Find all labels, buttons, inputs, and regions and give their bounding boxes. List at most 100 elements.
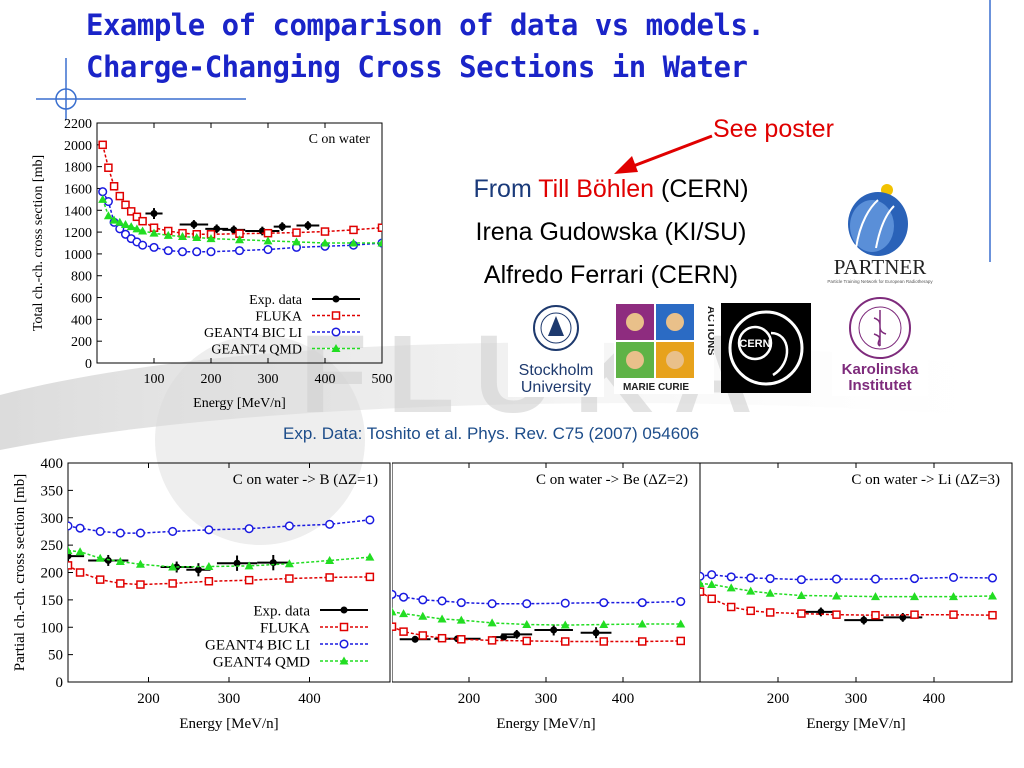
- series-exp: [145, 208, 320, 236]
- legend-swatch-marker: [332, 295, 340, 303]
- exp-data-point: [513, 630, 521, 638]
- model-point: [320, 227, 330, 236]
- model-point: [599, 620, 609, 629]
- see-poster-label: See poster: [713, 115, 834, 143]
- model-point: [138, 240, 148, 250]
- exp-data-point: [68, 552, 72, 560]
- model-point: [98, 140, 107, 150]
- model-point: [263, 228, 273, 238]
- plot-frame: [392, 462, 701, 683]
- legend-swatch-marker: [331, 344, 341, 352]
- model-point: [121, 219, 130, 228]
- cern-logo: CERN: [721, 303, 811, 393]
- model-point: [163, 246, 173, 256]
- partner-logo: PARTNER Particle Training Network for Eu…: [827, 184, 933, 284]
- y-tick-label: 2200: [64, 117, 92, 132]
- legend-label: Exp. data: [249, 293, 303, 308]
- legend-label: FLUKA: [260, 620, 310, 636]
- model-point: [263, 236, 273, 245]
- model-point: [399, 627, 408, 636]
- legend-swatch-marker: [339, 639, 349, 649]
- total-cross-section-chart: 0 200 400 600 800 1000 1200 1400 1600 1800 2000 220…: [30, 115, 410, 415]
- model-point: [676, 596, 686, 607]
- exp-data-point: [860, 616, 868, 624]
- model-point: [796, 575, 806, 585]
- model-point: [109, 182, 119, 191]
- model-point: [292, 237, 301, 246]
- model-point: [437, 614, 447, 623]
- series-qmd: [392, 607, 686, 629]
- chart-annotation: C on water -> Be (ΔZ=2): [536, 472, 688, 488]
- model-point: [325, 519, 335, 529]
- x-tick-label: 200: [458, 691, 481, 707]
- credits-line3: Alfredo Ferrari (CERN): [483, 261, 739, 289]
- partial-b-plot: 0 50 100 150 200 250 300 350 400 200 300 400 Energy …: [12, 456, 391, 732]
- x-tick-label: 300: [218, 691, 241, 707]
- y-tick-label: 1600: [64, 182, 92, 197]
- model-point: [136, 580, 145, 589]
- model-point: [987, 573, 998, 583]
- model-point: [192, 247, 202, 257]
- model-point: [126, 222, 136, 231]
- model-point: [68, 521, 73, 531]
- model-point: [909, 573, 920, 584]
- partial-li-plot: 200 300 400 Energy [MeV/n] C on water -> Li …: [700, 462, 1013, 732]
- model-point: [104, 163, 113, 172]
- y-axis-label: Total ch.-ch. cross section [mb]: [31, 155, 46, 331]
- x-tick-label: 500: [372, 372, 393, 387]
- model-point: [206, 247, 216, 257]
- model-point: [168, 562, 178, 571]
- y-tick-label: 400: [71, 313, 92, 328]
- model-point: [437, 633, 447, 643]
- model-point: [149, 242, 159, 252]
- partner-logo-subtitle: Particle Training Network for European R…: [827, 279, 933, 284]
- exp-data-point: [899, 613, 907, 621]
- karolinska-logo-line2: Institutet: [848, 377, 911, 394]
- model-point: [204, 525, 214, 535]
- model-point: [456, 615, 466, 624]
- x-tick-label: 100: [144, 372, 165, 387]
- model-point: [285, 574, 294, 583]
- series-exp: [68, 547, 290, 577]
- model-point: [192, 233, 202, 242]
- series-fluka: [392, 622, 685, 646]
- legend-swatch-marker: [331, 311, 341, 320]
- model-point: [700, 578, 705, 587]
- model-point: [121, 200, 130, 210]
- series-line: [700, 591, 993, 616]
- accent-circle: [55, 88, 77, 110]
- model-point: [561, 637, 570, 646]
- y-tick-label: 600: [71, 292, 92, 307]
- x-tick-label: 300: [845, 691, 868, 707]
- partial-be-plot: 200 300 400 Energy [MeV/n] C on water -> Be …: [392, 462, 701, 732]
- legend-swatch-marker: [339, 656, 349, 665]
- model-point: [418, 631, 428, 640]
- x-axis-label: Energy [MeV/n]: [179, 716, 278, 732]
- model-point: [522, 636, 531, 646]
- model-point: [765, 573, 775, 584]
- model-point: [988, 591, 997, 600]
- model-point: [707, 580, 717, 589]
- model-point: [234, 246, 245, 256]
- series-group: [68, 515, 375, 589]
- model-point: [365, 552, 375, 561]
- model-point: [765, 608, 775, 617]
- karolinska-logo: Karolinska Institutet: [832, 292, 928, 396]
- model-point: [168, 526, 178, 536]
- model-point: [726, 583, 736, 592]
- x-tick-label: 400: [923, 691, 946, 707]
- model-point: [132, 224, 142, 233]
- model-point: [522, 599, 532, 609]
- model-point: [377, 238, 382, 247]
- exp-data-point: [190, 220, 198, 228]
- series-fluka: [98, 140, 382, 239]
- model-point: [700, 587, 705, 596]
- series-group: [392, 589, 686, 646]
- model-point: [98, 194, 108, 203]
- y-tick-label: 50: [48, 648, 63, 664]
- series-line: [68, 564, 370, 586]
- series-bic: [68, 515, 375, 538]
- x-tick-label: 400: [612, 691, 635, 707]
- exp-data-point: [550, 626, 558, 634]
